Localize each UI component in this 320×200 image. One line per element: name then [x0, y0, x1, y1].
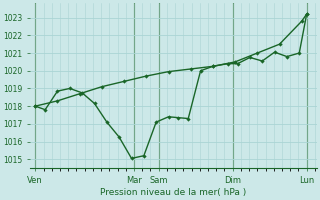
X-axis label: Pression niveau de la mer( hPa ): Pression niveau de la mer( hPa ) [100, 188, 247, 197]
